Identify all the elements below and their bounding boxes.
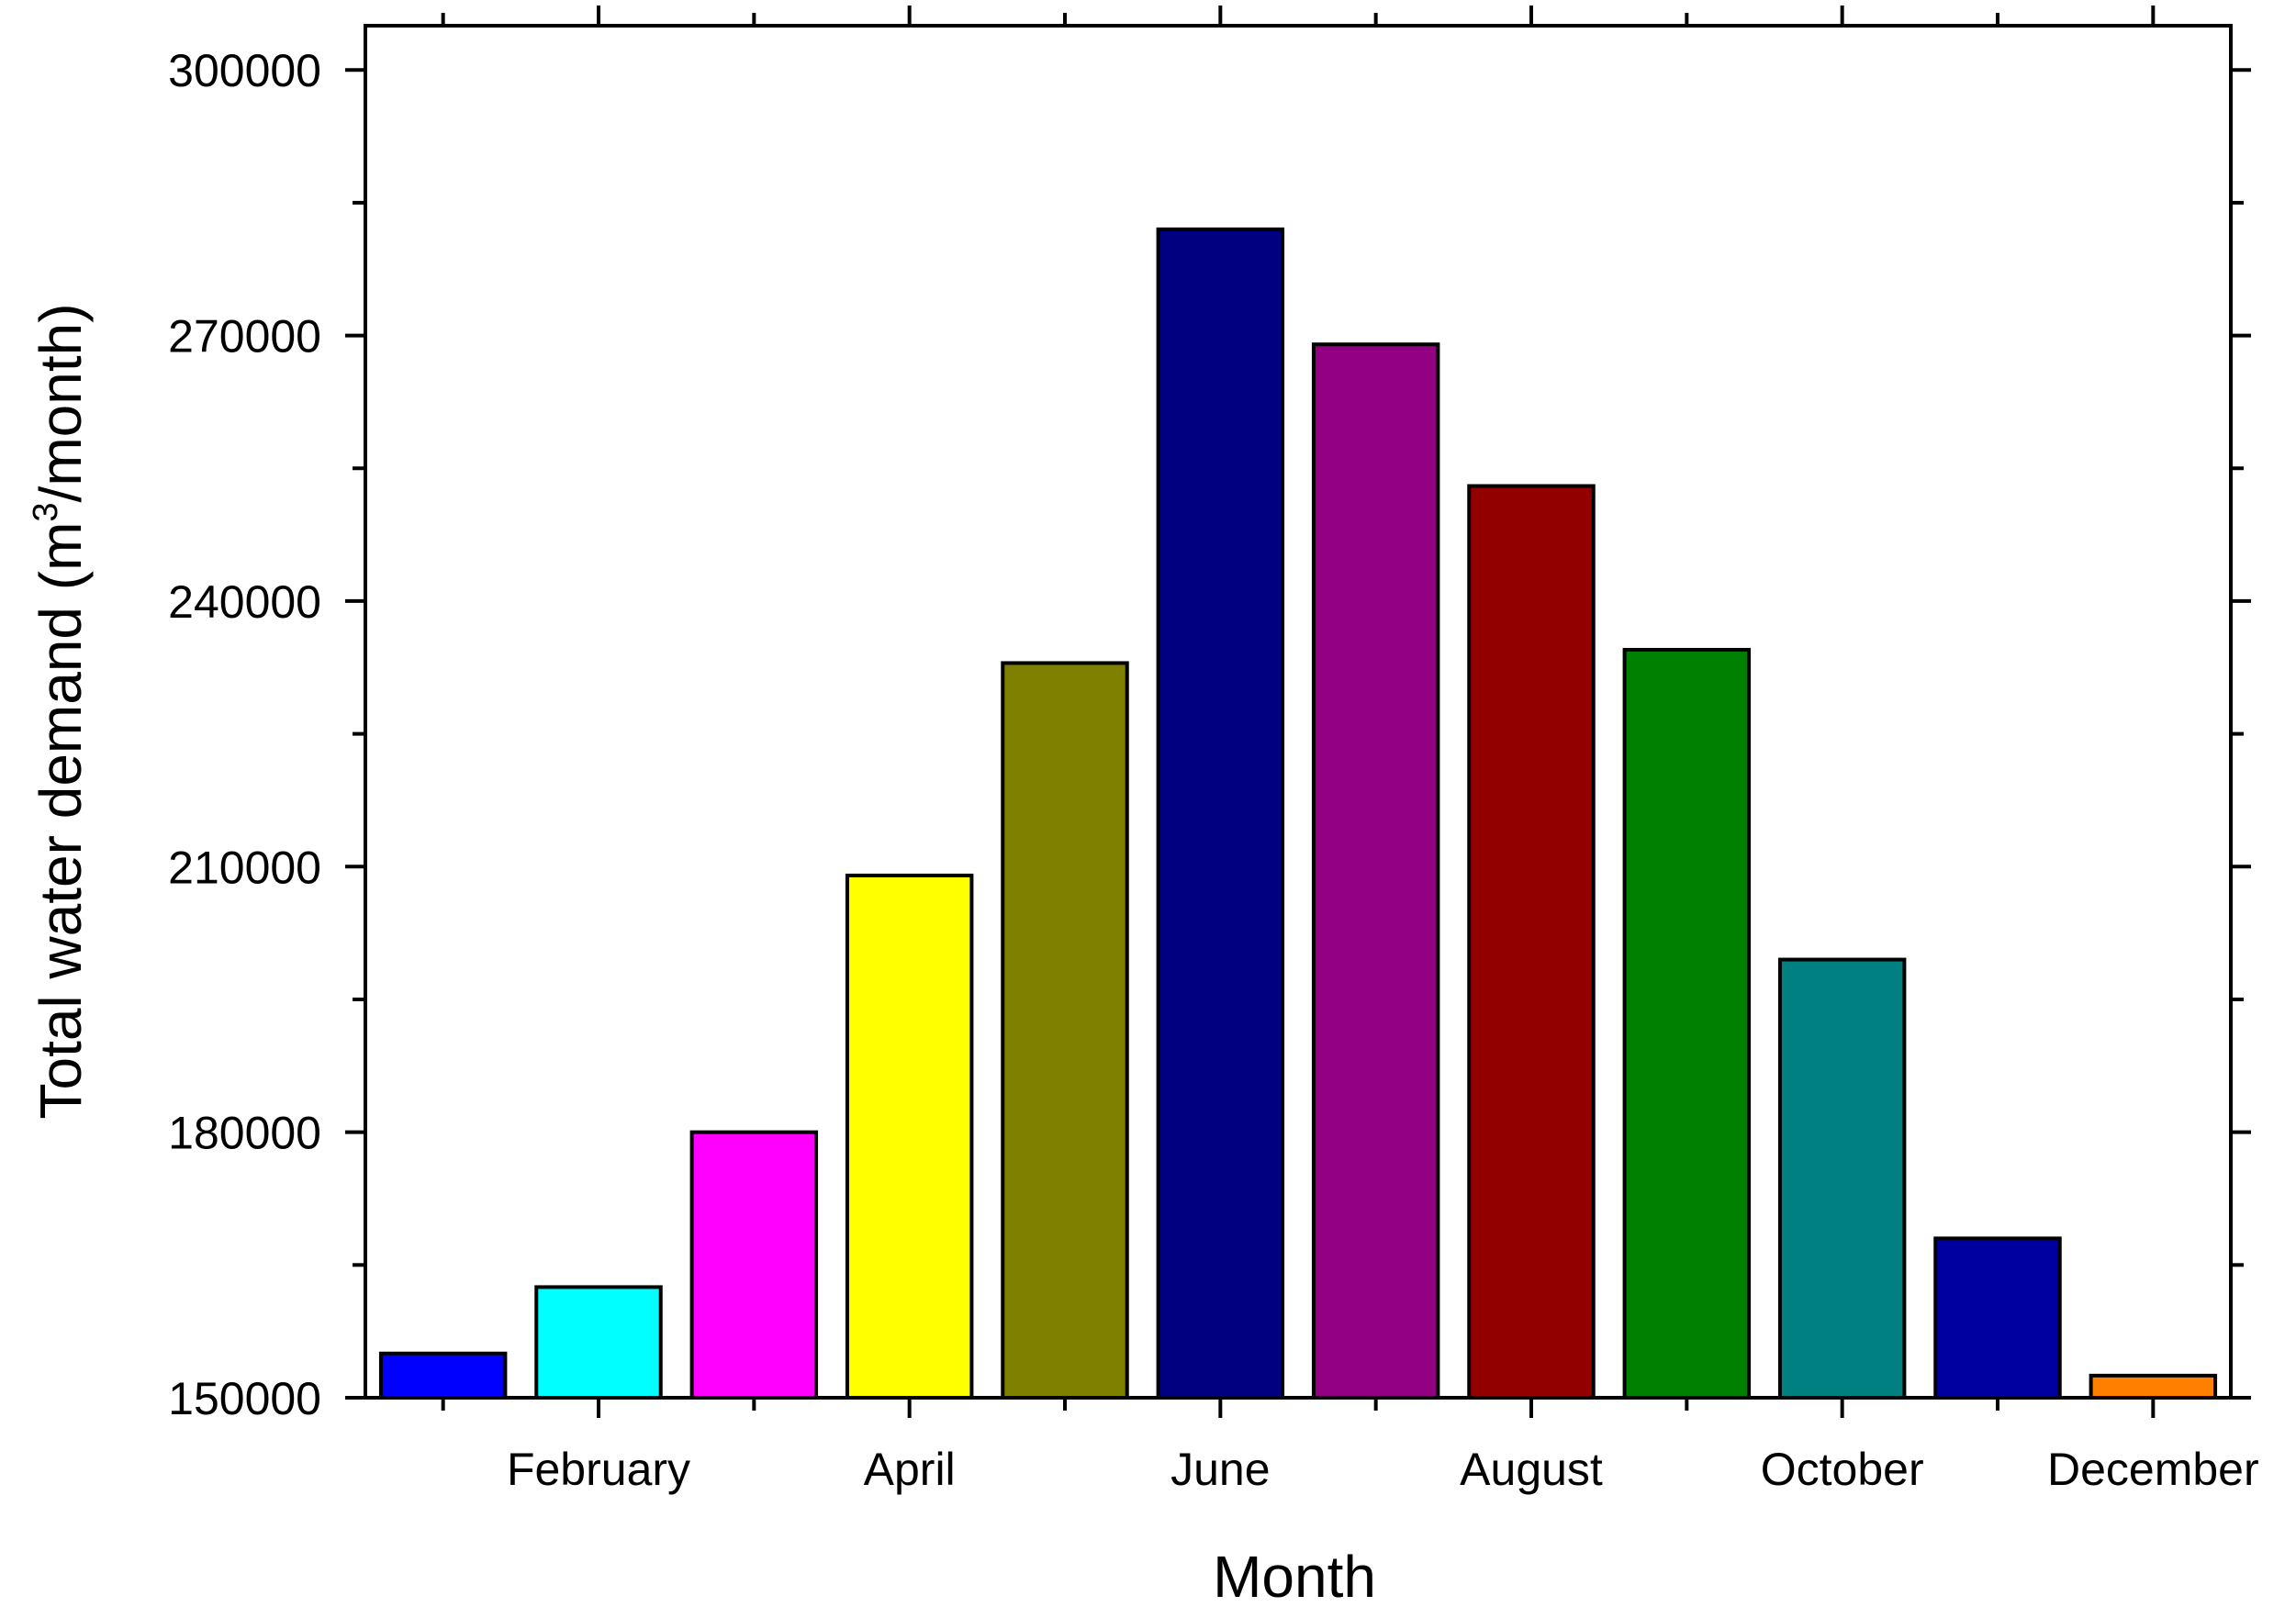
y-tick-label: 180000	[168, 1108, 321, 1159]
bar-november	[1933, 1236, 2062, 1400]
tick-labels-group: February April June August October December 15…	[168, 45, 2259, 1495]
y-tick-label: 210000	[168, 842, 321, 893]
ticks-group	[345, 6, 2251, 1418]
x-tick-label: October	[1761, 1444, 1924, 1495]
y-axis-title-suffix: /month)	[28, 303, 94, 502]
y-axis-title-prefix: Total water demand (m	[28, 522, 94, 1120]
y-axis-title: Total water demand (m3/month)	[27, 303, 94, 1119]
y-tick-label: 270000	[168, 311, 321, 363]
bar-january	[378, 1351, 508, 1400]
x-tick-label: December	[2047, 1444, 2259, 1495]
bar-february	[534, 1285, 663, 1400]
x-axis-title: Month	[1213, 1544, 1376, 1610]
bar-december	[2089, 1373, 2218, 1400]
y-tick-label: 150000	[168, 1373, 321, 1424]
plot-frame	[364, 24, 2233, 1400]
x-tick-label: April	[864, 1444, 956, 1495]
y-tick-label: 300000	[168, 45, 321, 96]
x-tick-label: June	[1170, 1444, 1270, 1495]
bar-june	[1156, 227, 1285, 1400]
bar-may	[1001, 661, 1129, 1400]
bar-october	[1777, 957, 1907, 1400]
bar-july	[1311, 342, 1440, 1400]
bar-august	[1467, 484, 1596, 1400]
y-axis-title-superscript: 3	[27, 502, 65, 521]
bar-april	[845, 873, 974, 1400]
y-tick-label: 240000	[168, 576, 321, 628]
bar-march	[689, 1130, 819, 1400]
bars-group	[378, 227, 2218, 1400]
x-tick-label: February	[507, 1444, 690, 1495]
bar-september	[1622, 647, 1752, 1400]
x-tick-label: August	[1460, 1444, 1603, 1495]
